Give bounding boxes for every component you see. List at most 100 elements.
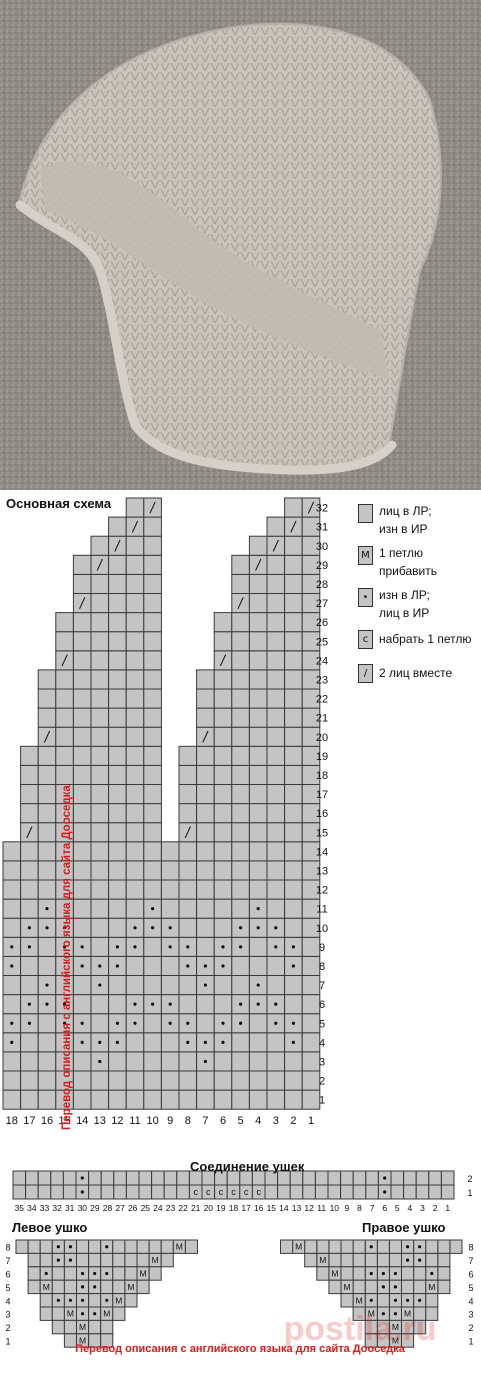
main-row-number: 23	[316, 674, 328, 686]
main-chart-cell	[231, 764, 250, 785]
main-chart-cell	[20, 1051, 39, 1072]
main-chart-cell	[72, 726, 92, 747]
left-ear-title: Левое ушко	[12, 1220, 88, 1235]
main-chart-cell	[72, 784, 92, 805]
main-chart-cell	[55, 612, 74, 633]
purl-dot	[80, 945, 84, 949]
main-chart-cell	[301, 1032, 321, 1053]
main-chart-cell	[301, 1051, 321, 1072]
main-chart-cell	[213, 669, 233, 690]
main-chart-cell	[248, 784, 268, 805]
main-chart-cell	[108, 822, 127, 843]
k2tog-mark	[202, 730, 209, 743]
main-chart-cell	[266, 612, 286, 633]
purl-dot	[383, 1190, 387, 1194]
main-chart-cell	[266, 707, 286, 728]
k2tog-mark	[131, 520, 139, 533]
main-chart-cell	[125, 822, 145, 843]
main-chart-cell	[20, 898, 39, 919]
k2tog-mark	[26, 826, 33, 839]
right-ear-cell	[280, 1239, 294, 1254]
main-chart-cell	[20, 1032, 39, 1053]
left-ear-row-number: 8	[5, 1243, 10, 1253]
right-ear-cell	[437, 1239, 451, 1254]
right-ear-cell	[340, 1239, 354, 1254]
main-row-number: 30	[316, 541, 328, 553]
main-chart-cell	[266, 1089, 286, 1110]
purl-dot	[291, 964, 295, 968]
join-col-number: 5	[395, 1203, 400, 1213]
k2tog-mark	[219, 654, 227, 667]
purl-dot	[239, 926, 243, 930]
bottom-watermark: Перевод описания с английского языка для…	[75, 1343, 406, 1355]
purl-dot	[203, 1040, 207, 1044]
main-chart-cell	[266, 764, 286, 785]
main-chart-cell	[248, 745, 268, 766]
purl-dot	[291, 945, 295, 949]
main-chart-cell	[248, 593, 268, 614]
right-ear-title: Правое ушко	[362, 1220, 446, 1235]
main-chart-cell	[196, 994, 215, 1015]
main-chart-cell	[90, 573, 110, 595]
purl-dot	[168, 945, 172, 949]
main-chart-cell	[125, 593, 145, 614]
join-chart-cell	[50, 1170, 64, 1186]
main-chart-cell	[231, 726, 250, 747]
left-ear-cell	[100, 1333, 114, 1348]
purl-dot	[405, 1245, 410, 1249]
main-chart-cell	[125, 898, 145, 919]
purl-dot	[80, 1285, 85, 1289]
left-ear-increase-mark: M	[43, 1282, 50, 1292]
join-col-number: 18	[229, 1203, 239, 1213]
main-chart-cell	[196, 879, 215, 900]
left-ear-cell	[148, 1266, 162, 1281]
purl-dot	[369, 1271, 373, 1276]
main-chart-cell	[108, 784, 127, 805]
main-row-number: 9	[319, 942, 325, 954]
left-ear-cell	[63, 1266, 78, 1281]
main-chart-cell	[284, 726, 303, 747]
purl-dot	[186, 964, 190, 968]
main-chart-cell	[90, 898, 110, 919]
left-ear-row-number: 6	[5, 1270, 10, 1280]
main-chart-cell	[90, 994, 110, 1015]
main-chart-cell	[72, 669, 92, 690]
main-chart-cell	[37, 822, 57, 843]
main-chart-cell	[143, 745, 162, 766]
right-ear-cell	[401, 1279, 415, 1295]
right-ear-row-number: 6	[468, 1270, 473, 1280]
join-chart-cell	[62, 1170, 77, 1186]
left-ear-cell	[112, 1266, 126, 1281]
main-chart-cell	[196, 898, 215, 919]
right-ear-cell	[376, 1293, 390, 1308]
main-chart-cell	[55, 707, 74, 728]
main-chart-cell	[90, 936, 110, 957]
hat-edge	[15, 200, 397, 475]
main-chart-cell	[72, 975, 92, 996]
main-chart-cell	[90, 841, 110, 862]
join-col-number: 15	[267, 1203, 277, 1213]
join-col-number: 17	[241, 1203, 251, 1213]
main-chart-cell	[90, 650, 110, 671]
join-col-number: 32	[52, 1203, 62, 1213]
main-chart-cell	[90, 707, 110, 728]
main-chart-cell	[90, 917, 110, 938]
main-chart-cell	[108, 554, 127, 575]
k2tog-mark	[61, 654, 68, 667]
join-chart-cell	[176, 1170, 190, 1186]
join-chart-cell	[390, 1170, 405, 1186]
main-chart-cell	[55, 764, 74, 785]
right-ear-cell	[425, 1252, 439, 1268]
main-chart-cell	[143, 784, 162, 805]
main-row-number: 29	[316, 560, 328, 572]
main-chart-cell	[248, 726, 268, 747]
main-chart-cell	[266, 784, 286, 805]
main-chart-cell	[90, 745, 110, 766]
purl-dot	[203, 964, 207, 968]
right-ear-cell	[352, 1266, 366, 1281]
purl-dot	[10, 1040, 14, 1044]
join-cast-on-mark: c	[244, 1187, 249, 1197]
main-chart-cell	[301, 955, 321, 976]
join-chart-cell	[440, 1170, 455, 1186]
purl-dot	[45, 907, 49, 911]
